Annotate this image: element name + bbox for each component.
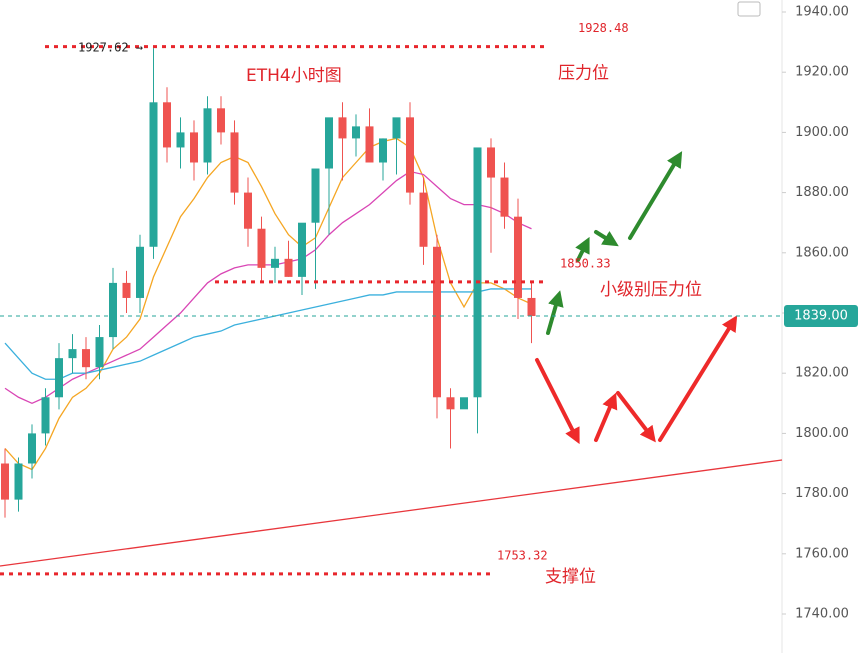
chart-title: ETH4小时图 xyxy=(246,66,342,86)
y-tick-label: 1780.00 xyxy=(795,486,849,501)
candle-body xyxy=(244,192,252,229)
candle-body xyxy=(190,132,198,163)
candle-body xyxy=(28,433,36,464)
candle-body xyxy=(365,126,374,163)
candle-body xyxy=(433,246,441,398)
candle-body xyxy=(163,102,171,148)
candle-body xyxy=(82,349,90,368)
candle-body xyxy=(298,222,306,277)
candle-body xyxy=(95,337,104,368)
y-tick-label: 1940.00 xyxy=(795,5,849,20)
candle-body xyxy=(230,132,239,193)
candle-body xyxy=(14,463,23,500)
red-arrow xyxy=(594,392,618,442)
red-arrow xyxy=(535,358,580,445)
level-value: 1753.32 xyxy=(497,548,548,562)
candle-body xyxy=(419,192,428,247)
candle-body xyxy=(1,463,9,500)
candle-body xyxy=(473,147,482,398)
candle-body xyxy=(527,297,536,317)
y-tick-label: 1820.00 xyxy=(795,366,849,381)
price-tag xyxy=(784,305,858,328)
candle-body xyxy=(176,132,185,148)
candle-body xyxy=(460,397,468,410)
green-arrow xyxy=(575,236,590,262)
forecast-arrows xyxy=(535,151,738,445)
trend-line xyxy=(0,459,783,567)
green-arrow xyxy=(594,230,619,247)
candle-body xyxy=(406,117,414,193)
candle-body xyxy=(68,349,77,359)
candle-body xyxy=(446,397,455,410)
level-name: 压力位 xyxy=(558,64,609,84)
plot xyxy=(1,48,536,518)
candle-body xyxy=(257,228,266,268)
candle-body xyxy=(311,168,320,223)
green-arrow xyxy=(546,290,564,335)
moving-average xyxy=(4,288,532,380)
candle-body xyxy=(149,102,158,247)
high-label: 1927.62 → xyxy=(78,41,143,55)
y-tick-label: 1740.00 xyxy=(795,607,849,622)
candle-body xyxy=(41,397,50,434)
level-name: 支撑位 xyxy=(545,567,596,587)
candle-body xyxy=(500,177,509,217)
candle-body xyxy=(55,358,63,398)
candle-body xyxy=(325,117,333,169)
candle-body xyxy=(338,117,347,139)
y-tick-label: 1800.00 xyxy=(795,426,849,441)
candle-body xyxy=(122,282,131,298)
y-tick-label: 1860.00 xyxy=(795,245,849,260)
red-arrow xyxy=(616,391,656,443)
red-arrow xyxy=(658,315,738,442)
level-name: 小级别压力位 xyxy=(600,280,702,300)
candle-body xyxy=(136,246,144,298)
candle-body xyxy=(392,117,401,139)
price-tag-label: 1839.00 xyxy=(794,309,848,324)
candle-body xyxy=(271,258,279,268)
candle-body xyxy=(514,216,522,298)
moving-average xyxy=(4,137,532,471)
level-value: 1850.33 xyxy=(560,256,611,270)
level-value: 1928.48 xyxy=(578,21,629,35)
green-arrow xyxy=(628,151,683,240)
candle-body xyxy=(284,258,293,277)
candle-body xyxy=(203,108,212,163)
y-tick-label: 1760.00 xyxy=(795,546,849,561)
moving-average xyxy=(4,170,532,405)
candle-body xyxy=(352,126,360,139)
candle-body xyxy=(109,282,117,338)
candle-body xyxy=(379,138,387,163)
candle-body xyxy=(217,108,225,133)
y-tick-label: 1880.00 xyxy=(795,185,849,200)
candle-body xyxy=(487,147,495,178)
y-tick-label: 1900.00 xyxy=(795,125,849,140)
y-tick-label: 1920.00 xyxy=(795,65,849,80)
zoom-button[interactable] xyxy=(737,1,761,17)
